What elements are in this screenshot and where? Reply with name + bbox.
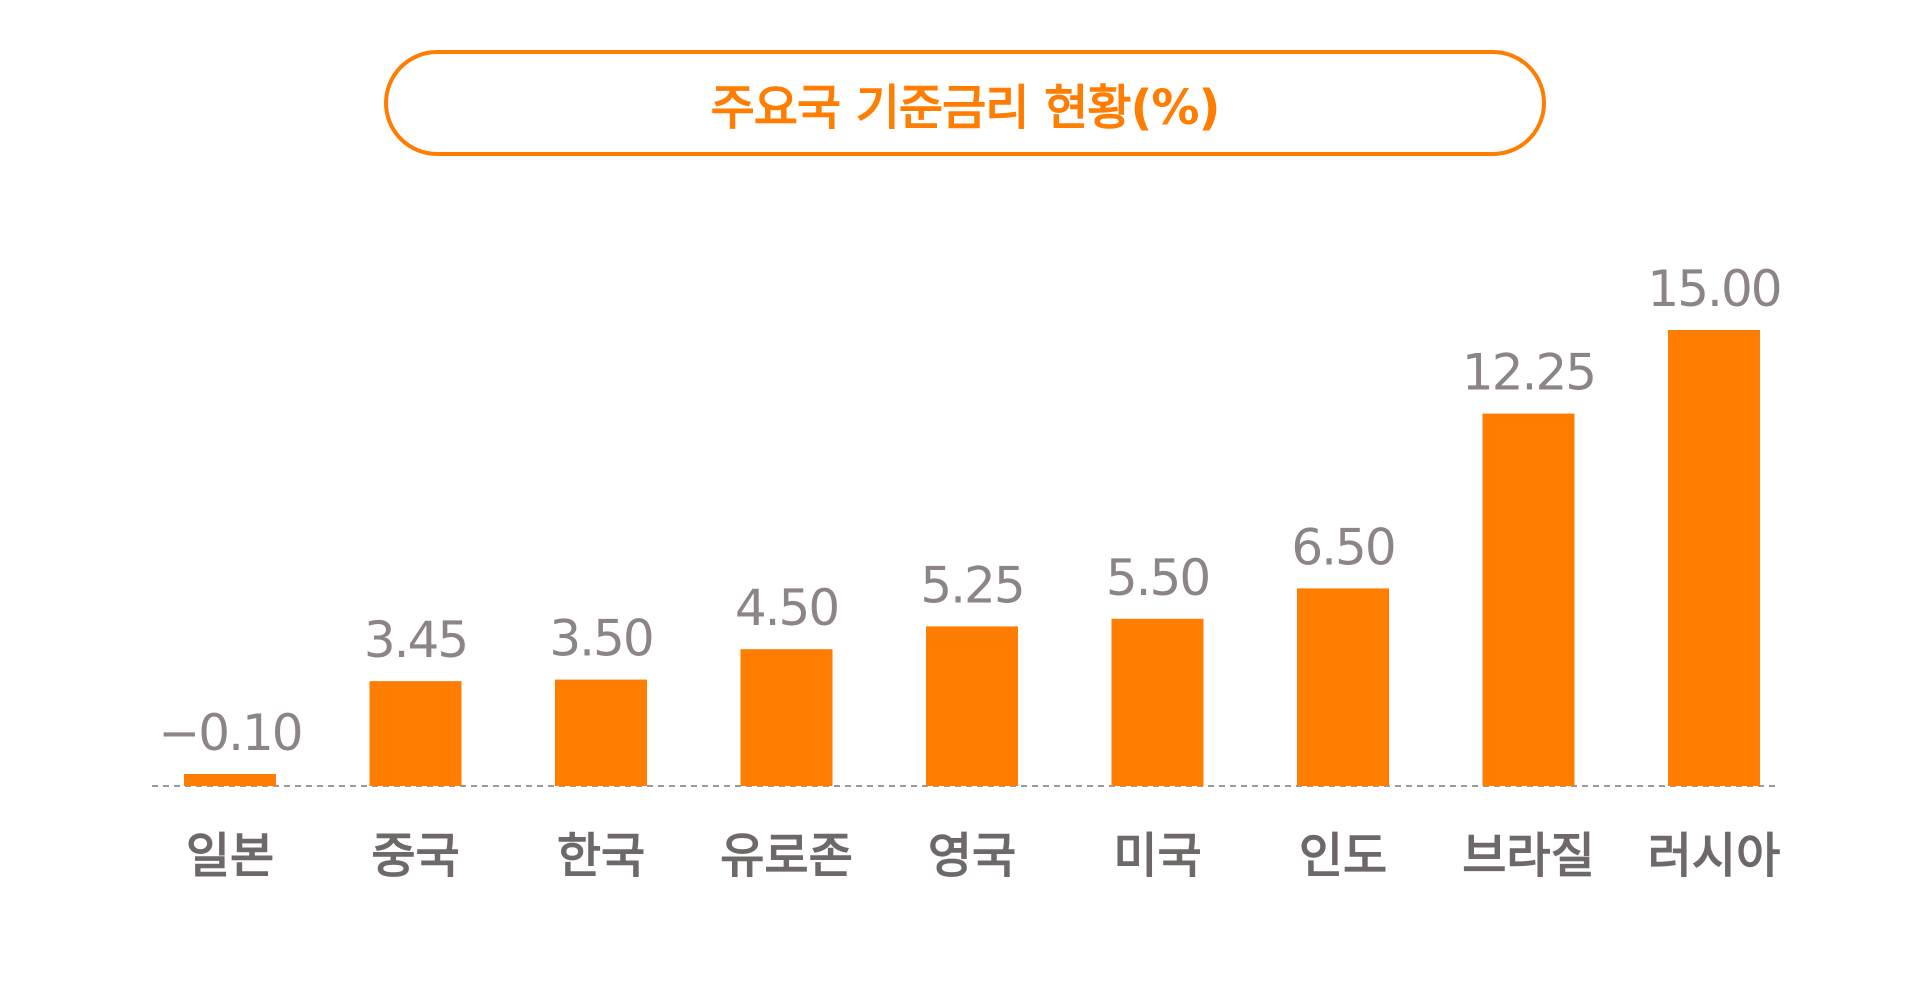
bar-4 [926,626,1018,786]
category-label-6: 인도 [1299,828,1387,884]
bar-2 [555,679,647,786]
chart-title: 주요국 기준금리 현황(%) [710,80,1221,136]
value-label-8: 15.00 [1647,260,1780,318]
chart-title-box: 주요국 기준금리 현황(%) [384,50,1546,156]
category-label-5: 미국 [1113,828,1201,884]
value-label-6: 6.50 [1291,518,1394,576]
value-label-7: 12.25 [1462,344,1595,402]
value-label-1: 3.45 [364,611,467,669]
category-label-1: 중국 [371,828,459,884]
category-label-0: 일본 [186,828,274,884]
category-label-2: 한국 [557,828,645,884]
value-label-2: 3.50 [549,610,652,668]
bar-8 [1668,330,1760,786]
bar-0 [184,774,276,786]
category-label-3: 유로존 [720,828,852,884]
bar-5 [1111,618,1204,786]
value-label-0: −0.10 [158,704,301,762]
category-label-4: 영국 [928,828,1016,884]
value-label-3: 4.50 [735,579,838,637]
bar-7 [1482,413,1575,786]
category-label-7: 브라질 [1462,828,1594,884]
bar-1 [369,681,462,786]
bar-6 [1297,588,1389,786]
category-label-8: 러시아 [1648,828,1780,884]
value-label-5: 5.50 [1106,549,1209,607]
value-label-4: 5.25 [920,556,1023,614]
bar-3 [740,649,833,786]
